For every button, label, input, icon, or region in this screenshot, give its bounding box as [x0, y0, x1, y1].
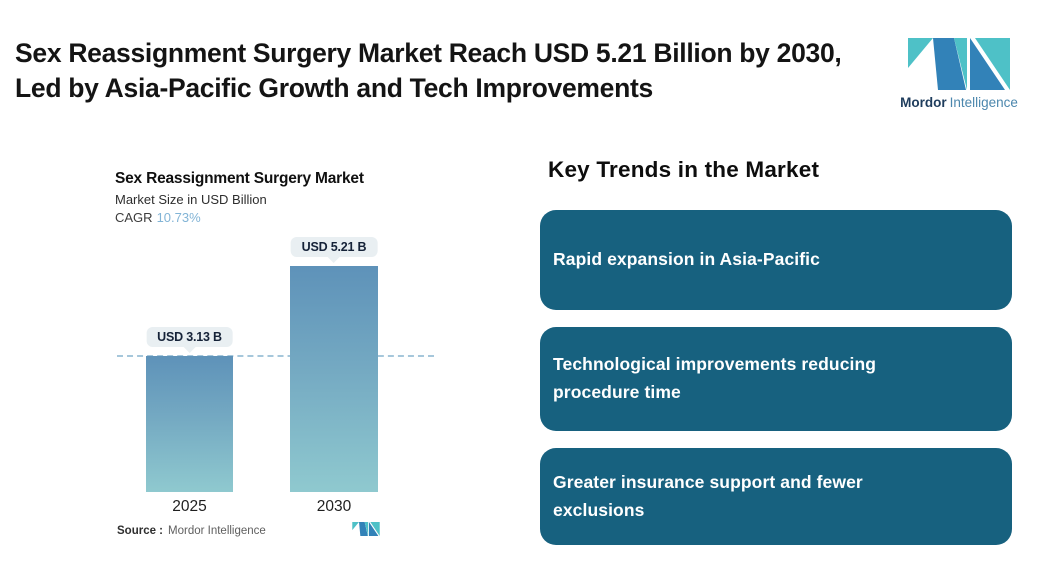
brand-name-primary: Mordor: [900, 95, 947, 110]
x-axis-label-2030: 2030: [316, 498, 352, 515]
pill-pointer-icon: [183, 347, 196, 353]
brand-name-secondary: Intelligence: [949, 95, 1018, 110]
trend-text: Greater insurance support and fewer excl…: [553, 471, 863, 520]
brand-wordmark: Mordor Intelligence: [895, 95, 1023, 110]
trend-box-3: Greater insurance support and fewer excl…: [540, 448, 1012, 545]
bar-chart: USD 3.13 B USD 5.21 B 2025 2030: [115, 237, 434, 515]
reference-dashed-line: [117, 355, 434, 357]
chart-header: Sex Reassignment Surgery Market Market S…: [115, 170, 425, 225]
trend-box-1: Rapid expansion in Asia-Pacific: [540, 210, 1012, 310]
chart-cagr: CAGR 10.73%: [115, 210, 425, 225]
cagr-label: CAGR: [115, 210, 153, 225]
bar-value-pill-2030: USD 5.21 B: [290, 237, 378, 257]
bar-value-pill-2025: USD 3.13 B: [146, 327, 233, 347]
mordor-m-mark-icon: [908, 38, 1010, 90]
bar-value-callout-2030: USD 5.21 B: [290, 237, 378, 263]
key-trends-panel: Key Trends in the Market Rapid expansion…: [540, 157, 1012, 545]
cagr-value: 10.73%: [156, 210, 201, 225]
trend-text: Technological improvements reducing proc…: [553, 354, 877, 402]
bar-2025: [146, 356, 233, 492]
chart-title: Sex Reassignment Surgery Market: [115, 170, 364, 187]
source-value: Mordor Intelligence: [168, 525, 266, 537]
source-brand-logo: [352, 522, 380, 541]
source-row: Source : Mordor Intelligence: [117, 525, 266, 537]
bar-2030: [290, 266, 378, 492]
trend-list: Rapid expansion in Asia-Pacific Technolo…: [540, 210, 1012, 545]
brand-logo: Mordor Intelligence: [895, 38, 1023, 110]
mordor-m-mark-small-icon: [352, 522, 380, 536]
source-label: Source :: [117, 525, 164, 537]
trend-text: Rapid expansion in Asia-Pacific: [553, 249, 820, 270]
trend-box-2: Technological improvements reducing proc…: [540, 327, 1012, 431]
page-title: Sex Reassignment Surgery Market Reach US…: [15, 38, 842, 104]
chart-subtitle: Market Size in USD Billion: [115, 192, 267, 207]
x-axis-label-2025: 2025: [172, 498, 207, 515]
trends-heading: Key Trends in the Market: [548, 157, 820, 182]
pill-pointer-icon: [327, 257, 340, 263]
bar-value-callout-2025: USD 3.13 B: [146, 327, 233, 353]
